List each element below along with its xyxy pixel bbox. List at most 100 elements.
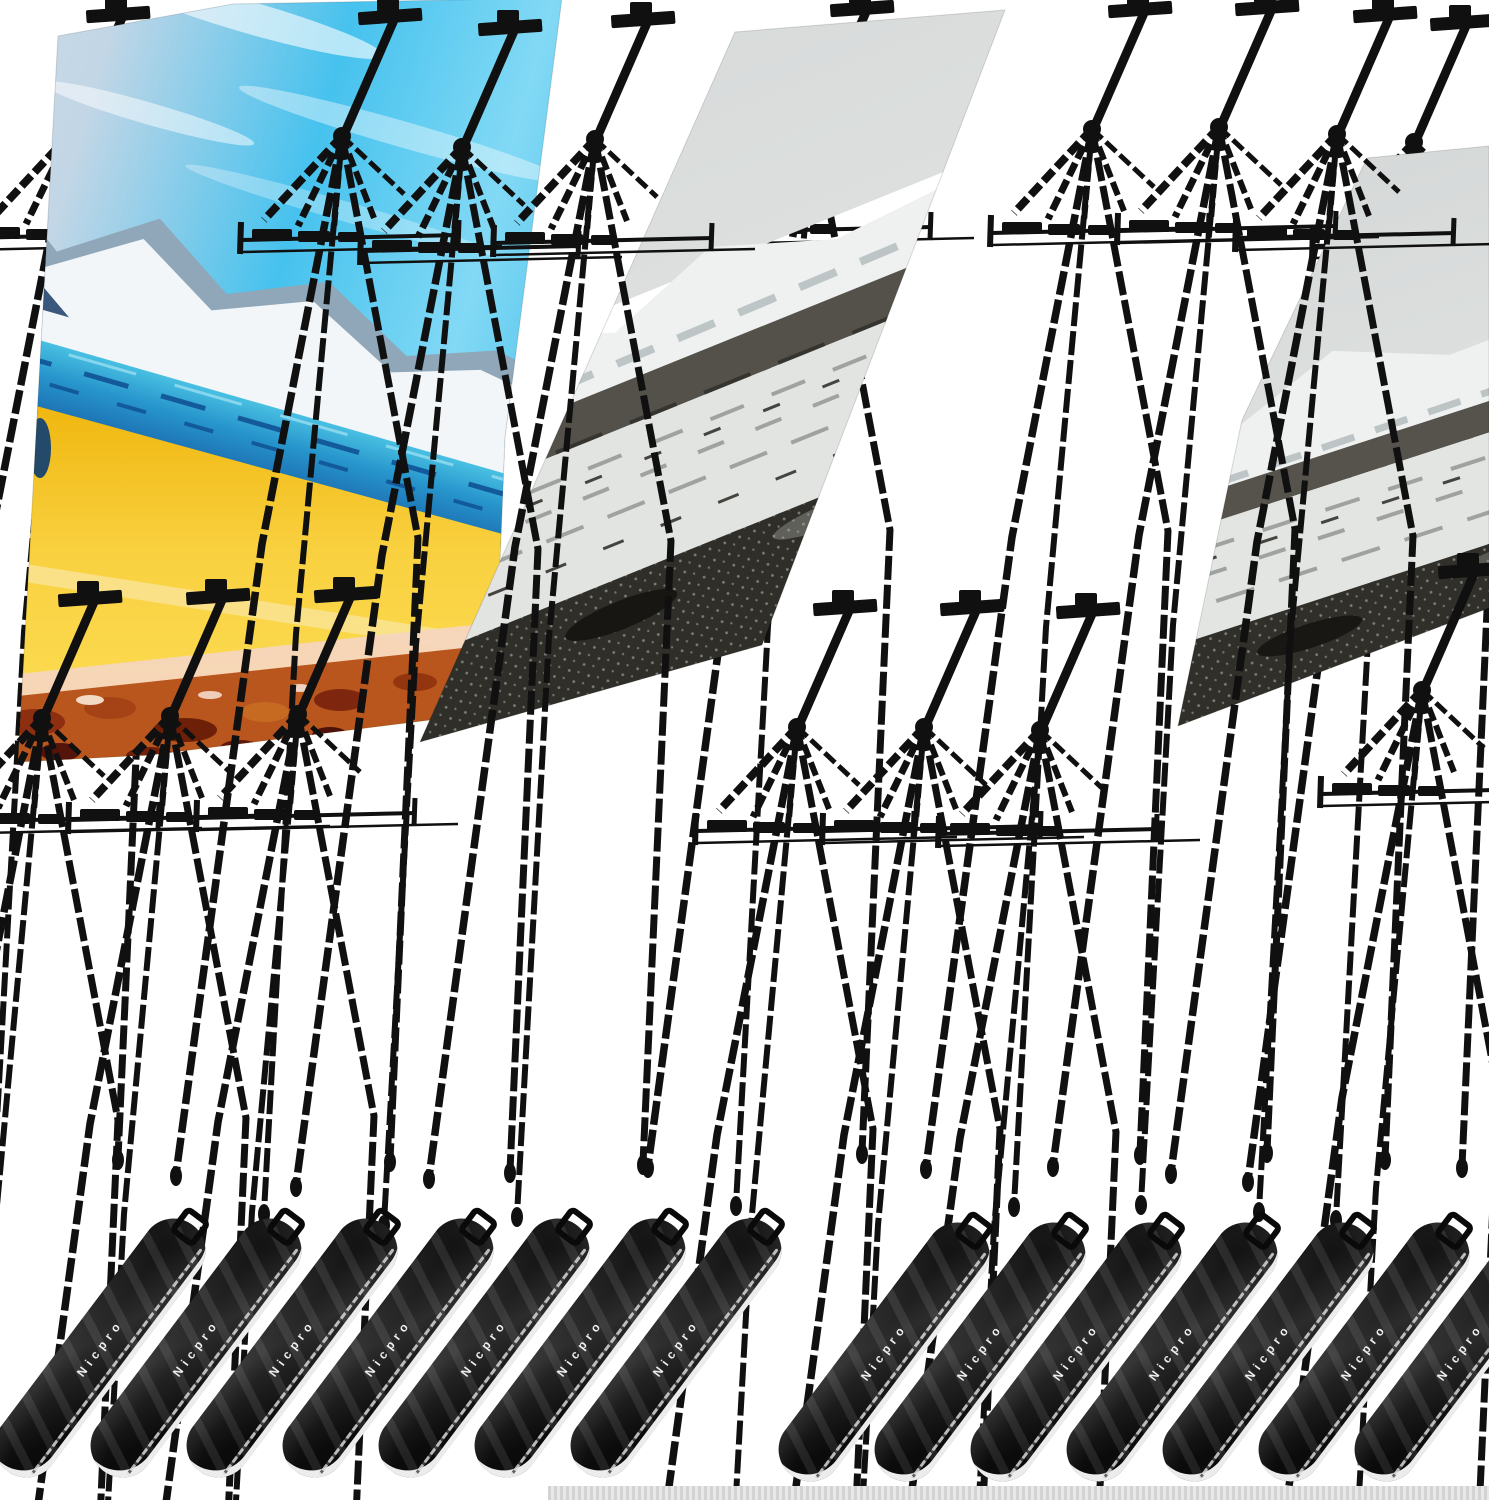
- easel-leg: [906, 729, 1044, 1500]
- river-streak: [420, 276, 1005, 618]
- easel-leg: [292, 146, 466, 1186]
- easel-brace: [0, 715, 45, 770]
- easel-top-knob: [105, 0, 127, 10]
- flower-patch: [241, 702, 289, 722]
- easel-foot: [1008, 1197, 1020, 1217]
- easel-top-clamp: [1352, 5, 1418, 24]
- easel-top-clamp: [610, 10, 676, 29]
- easel-top-clamp: [1055, 601, 1121, 620]
- easel: [906, 593, 1201, 1500]
- easel-mast: [297, 596, 355, 710]
- easel-top-clamp: [1429, 13, 1489, 32]
- easel-mast: [1421, 572, 1479, 686]
- easel-foot: [170, 1166, 182, 1186]
- easel-brace: [1171, 125, 1223, 219]
- easel-brace: [339, 134, 377, 220]
- easel-leg: [425, 138, 599, 1178]
- easel-top-knob: [205, 579, 227, 592]
- easel-crossbar: [1321, 800, 1489, 808]
- easel-top-clamp: [1234, 0, 1300, 17]
- easel-brace: [1038, 728, 1104, 790]
- easel-brace: [592, 137, 630, 223]
- easel-brace: [1374, 688, 1426, 782]
- easel-leg: [1355, 689, 1425, 1500]
- bag-brand-label: Nicpro: [457, 1316, 511, 1380]
- easel-crossbar-tab: [490, 224, 497, 258]
- easel-top-knob: [832, 590, 854, 603]
- easel-brace: [1335, 132, 1401, 194]
- easel-top-knob: [377, 0, 399, 12]
- bag-handle: [1432, 1208, 1476, 1253]
- easel-brace: [39, 716, 77, 802]
- easel-top-clamp: [1437, 561, 1489, 580]
- easel-leg: [790, 726, 928, 1500]
- easel-brace: [959, 727, 1043, 817]
- easel-leg: [1011, 128, 1095, 1206]
- easel-top-clamp: [313, 585, 379, 604]
- easel-foot: [1047, 1157, 1059, 1177]
- easel-top-clamp: [829, 0, 895, 18]
- easel-crossbar-hardware: [252, 229, 292, 241]
- easel-brace: [749, 725, 801, 819]
- flower-patch: [314, 689, 366, 711]
- easel-brace: [1341, 687, 1425, 777]
- easel-brace: [1089, 127, 1127, 213]
- easel-leg: [458, 146, 542, 1172]
- easel-brace: [122, 714, 174, 808]
- easel-top-clamp: [477, 18, 543, 37]
- easel-top-knob: [77, 581, 99, 594]
- easel-mast: [341, 18, 399, 132]
- flower-highlight: [198, 691, 222, 699]
- easel-foot: [1135, 1195, 1147, 1215]
- easel-top-knob: [1075, 593, 1097, 606]
- bag-handle: [648, 1204, 692, 1249]
- easel-leg: [1283, 689, 1426, 1500]
- easel-leg: [1036, 729, 1120, 1500]
- easel-crossbar-tab: [987, 214, 994, 248]
- easel-leg: [381, 146, 465, 1224]
- river-streak: [420, 303, 1005, 644]
- easel-brace: [1334, 132, 1372, 218]
- bag-brand-label: Nicpro: [1145, 1320, 1199, 1384]
- easel-brace: [250, 712, 302, 806]
- easel-mast: [1039, 612, 1097, 726]
- easel-brace: [716, 724, 800, 814]
- bag-brand-label: Nicpro: [1241, 1320, 1295, 1384]
- easel-top-clamp: [812, 598, 878, 617]
- easel-crossbar-tab: [692, 812, 699, 846]
- bag-brand-label: Nicpro: [649, 1316, 703, 1380]
- bag-brand-label: Nicpro: [73, 1316, 127, 1380]
- easel-crossbar-tab: [65, 801, 72, 835]
- easel-brace: [1289, 132, 1341, 226]
- easel-crossbar-hardware: [372, 240, 412, 252]
- easel-top-clamp: [1107, 0, 1173, 19]
- easel-brace: [514, 136, 598, 226]
- easel-crossbar-tab: [455, 219, 462, 249]
- river-streak: [420, 240, 1005, 581]
- easel-crossbar-hardware: [1247, 227, 1287, 239]
- easel-crossbar-hardware: [1129, 220, 1169, 232]
- easel-top-knob: [1457, 553, 1479, 566]
- easel-brace: [1256, 131, 1340, 221]
- easel-brace: [593, 137, 659, 199]
- bag-brand-label: Nicpro: [1433, 1320, 1487, 1384]
- canvas-sky: [1178, 146, 1489, 497]
- easel-top-knob: [630, 2, 652, 15]
- easel-top-clamp: [939, 598, 1005, 617]
- easel: [170, 0, 503, 1224]
- easel-crossbar-hardware: [707, 820, 747, 832]
- easel-leg: [1088, 128, 1172, 1154]
- easel-crossbar-tab: [193, 799, 200, 833]
- easel-brace: [922, 725, 988, 787]
- hills-band: [1178, 306, 1489, 570]
- easel-top-knob: [959, 590, 981, 603]
- easel-leg: [663, 726, 801, 1500]
- easel-brace: [167, 714, 205, 800]
- bag-handle: [744, 1204, 788, 1249]
- easel-top-knob: [497, 10, 519, 23]
- easel-brace: [414, 145, 466, 239]
- bag-brand-label: Nicpro: [265, 1316, 319, 1380]
- easel-brace: [1217, 125, 1283, 187]
